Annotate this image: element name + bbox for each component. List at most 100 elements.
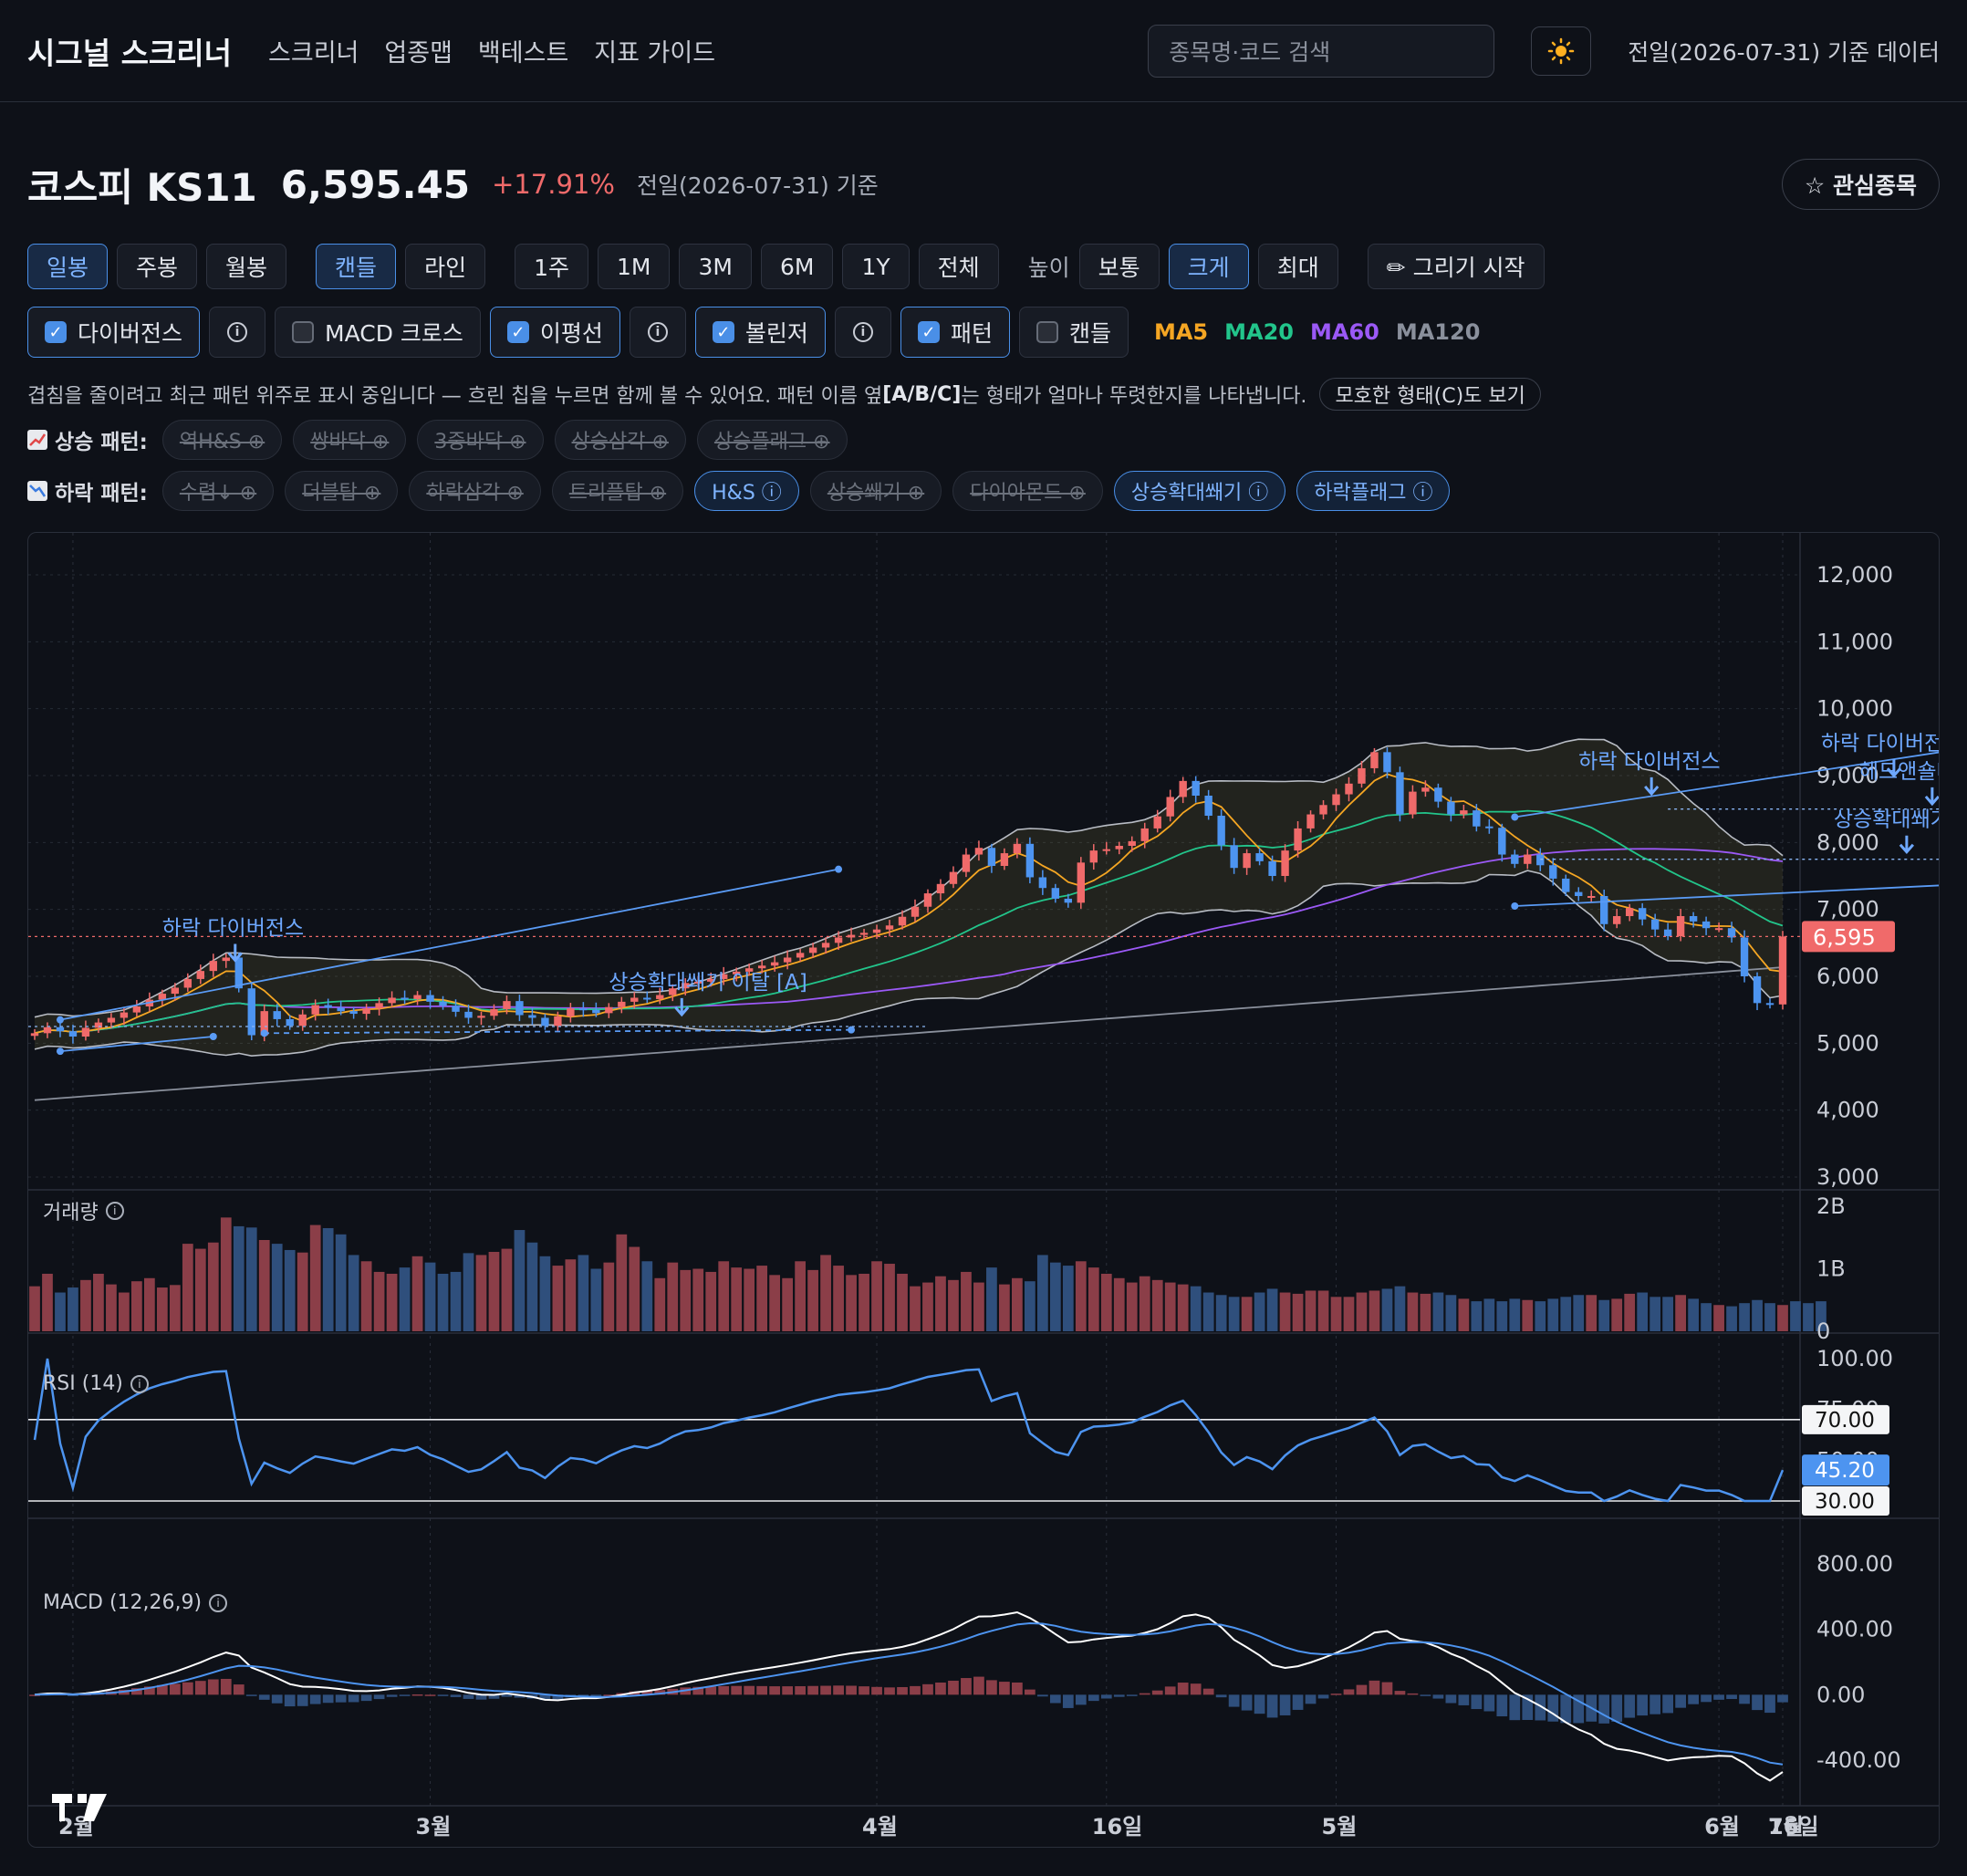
info-icon[interactable]: i: [130, 1374, 149, 1393]
divergence-toggle[interactable]: ✓ 다이버전스: [27, 307, 201, 358]
candle-body: [107, 1017, 116, 1023]
up-pattern-chip-3[interactable]: 상승삼각 ⊕: [554, 420, 686, 460]
down-pattern-chip-7[interactable]: 상승확대쐐기 ⓘ: [1113, 471, 1286, 511]
candle-body: [1447, 801, 1455, 815]
candle-body: [1306, 814, 1315, 829]
macd-histogram-bar: [182, 1682, 193, 1695]
interval-monthly-button[interactable]: 월봉: [206, 244, 287, 289]
range-all-button[interactable]: 전체: [918, 244, 999, 289]
macd-histogram-bar: [641, 1691, 653, 1695]
time-axis-label: 16일: [1768, 1814, 1818, 1840]
info-icon[interactable]: i: [209, 1593, 228, 1612]
candle-body: [362, 1008, 370, 1015]
volume-bar: [386, 1273, 398, 1331]
candle-body: [1268, 860, 1276, 876]
volume-pane-label: 거래량 i: [43, 1196, 124, 1225]
info-icon[interactable]: i: [105, 1202, 124, 1220]
search-input[interactable]: 종목명·코드 검색: [1148, 24, 1495, 78]
interval-weekly-button[interactable]: 주봉: [117, 244, 198, 289]
down-pattern-chip-8[interactable]: 하락플래그 ⓘ: [1296, 471, 1451, 511]
volume-bar: [1062, 1266, 1074, 1331]
range-1w-button[interactable]: 1주: [515, 244, 588, 289]
macd-histogram-bar: [1151, 1690, 1163, 1695]
volume-bar: [360, 1261, 372, 1331]
down-pattern-chip-4[interactable]: H&S ⓘ: [694, 471, 799, 511]
bollinger-toggle[interactable]: ✓ 볼린저: [694, 307, 826, 358]
style-candle-button[interactable]: 캔들: [316, 244, 397, 289]
macd-histogram-bar: [1445, 1694, 1457, 1704]
candle-body: [1294, 828, 1302, 851]
height-large-button[interactable]: 크게: [1168, 244, 1249, 289]
price-chart[interactable]: 2월 3월 4월 16일 5월 6월 7월 16일 12,000 11,000 10,000 9,00…: [27, 532, 1940, 1848]
candle-body: [898, 916, 907, 926]
macd-histogram-bar: [910, 1685, 921, 1695]
nav-link-sector-map[interactable]: 업종맵: [384, 39, 453, 68]
candle-body: [1460, 810, 1468, 815]
range-1y-button[interactable]: 1Y: [842, 244, 910, 289]
theme-toggle-button[interactable]: [1531, 26, 1592, 76]
macd-histogram-bar: [1088, 1694, 1099, 1702]
bollinger-info-button[interactable]: i: [834, 307, 891, 358]
macd-histogram-bar: [1369, 1680, 1380, 1695]
divergence-info-button[interactable]: i: [209, 307, 266, 358]
candle-body: [1153, 816, 1161, 829]
volume-bar: [1215, 1295, 1227, 1331]
macd-histogram-bar: [1598, 1694, 1610, 1724]
macd-histogram-bar: [1547, 1694, 1559, 1722]
show-ambiguous-button[interactable]: 모호한 형태(C)도 보기: [1319, 378, 1541, 411]
style-line-button[interactable]: 라인: [405, 244, 486, 289]
nav-link-backtest[interactable]: 백테스트: [477, 39, 569, 68]
interval-daily-button[interactable]: 일봉: [27, 244, 109, 289]
nav-link-indicator-guide[interactable]: 지표 가이드: [594, 39, 716, 68]
pattern-toggle[interactable]: ✓ 패턴: [900, 307, 1010, 358]
macd-histogram-bar: [1432, 1694, 1444, 1699]
down-pattern-chip-1[interactable]: 더블탑 ⊕: [285, 471, 399, 511]
up-pattern-chip-4[interactable]: 상승플래그 ⊕: [696, 420, 848, 460]
height-max-button[interactable]: 최대: [1257, 244, 1338, 289]
chart-canvas[interactable]: 2월 3월 4월 16일 5월 6월 7월16일12,00011,00010,0009,00…: [28, 533, 1940, 1848]
macd-histogram-bar: [194, 1681, 206, 1695]
down-pattern-chip-6[interactable]: 다이아몬드 ⊕: [952, 471, 1103, 511]
macd-histogram-bar: [156, 1684, 168, 1695]
price-axis-label: 4,000: [1816, 1098, 1879, 1123]
candle-body: [682, 983, 690, 989]
candle-body: [669, 988, 677, 995]
down-pattern-chip-2[interactable]: 하락삼각 ⊕: [409, 471, 541, 511]
bollinger-upper-line: [34, 738, 1784, 1018]
macd-histogram-bar: [744, 1685, 755, 1695]
checkbox-checked-icon: ✓: [506, 321, 529, 343]
moving-average-info-button[interactable]: i: [629, 307, 686, 358]
candle-pattern-toggle[interactable]: 캔들: [1018, 307, 1129, 358]
macd-histogram-bar: [1675, 1694, 1686, 1708]
candle-body: [1396, 772, 1404, 815]
down-pattern-chip-5[interactable]: 상승쐐기 ⊕: [809, 471, 942, 511]
nav-link-screener[interactable]: 스크리너: [268, 39, 359, 68]
moving-average-toggle[interactable]: ✓ 이평선: [489, 307, 620, 358]
candle-body: [1740, 937, 1749, 976]
candle-body: [720, 974, 728, 979]
up-pattern-chip-2[interactable]: 3중바닥 ⊕: [417, 420, 544, 460]
range-6m-button[interactable]: 6M: [760, 244, 834, 289]
start-drawing-button[interactable]: ✏ 그리기 시작: [1367, 244, 1545, 289]
volume-bar: [961, 1271, 972, 1331]
volume-bar: [1547, 1298, 1559, 1331]
candle-body: [1562, 878, 1570, 892]
volume-bar: [1202, 1292, 1214, 1331]
volume-bar: [1445, 1295, 1457, 1331]
up-pattern-chip-1[interactable]: 쌍바닥 ⊕: [293, 420, 407, 460]
brand-logo[interactable]: 시그널 스크리너: [27, 35, 233, 71]
range-3m-button[interactable]: 3M: [679, 244, 752, 289]
down-pattern-chip-3[interactable]: 트리플탑 ⊕: [551, 471, 684, 511]
up-pattern-chip-0[interactable]: 역H&S ⊕: [161, 420, 283, 460]
candle-body: [1524, 854, 1532, 864]
time-axis-label: 7월: [1768, 1814, 1804, 1840]
volume-bar: [131, 1281, 142, 1331]
macd-axis-label: 0.00: [1816, 1682, 1865, 1707]
macd-cross-toggle[interactable]: MACD 크로스: [275, 307, 481, 358]
volume-bar: [1790, 1301, 1801, 1331]
down-pattern-chip-0[interactable]: 수렴↓ ⊕: [161, 471, 275, 511]
height-normal-button[interactable]: 보통: [1078, 244, 1160, 289]
range-1m-button[interactable]: 1M: [597, 244, 671, 289]
volume-bar: [1624, 1293, 1636, 1331]
watchlist-button[interactable]: ☆ 관심종목: [1781, 159, 1940, 210]
